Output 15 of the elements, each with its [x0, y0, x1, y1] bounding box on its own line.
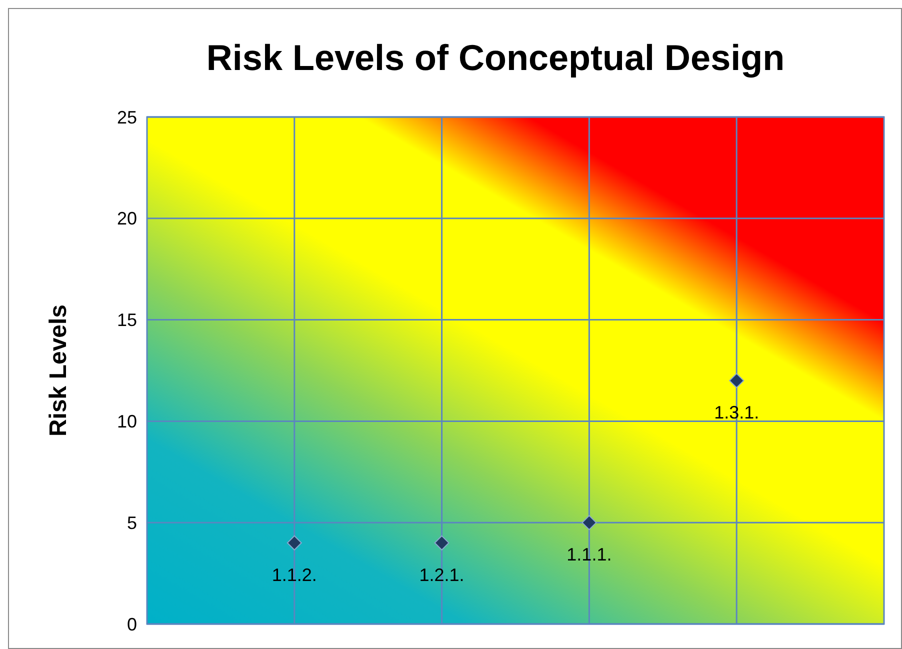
data-label: 1.1.2. [272, 564, 317, 585]
y-tick-label: 25 [116, 107, 137, 128]
point [729, 373, 744, 388]
y-tick-label: 10 [116, 412, 137, 432]
point [434, 535, 450, 550]
y-axis-title: Risk Levels [45, 304, 72, 437]
y-tick-label: 5 [126, 512, 137, 533]
point [286, 535, 302, 550]
y-tick-label: 15 [116, 310, 137, 330]
chart-title: Risk Levels of Conceptual Design [206, 37, 785, 78]
point [582, 515, 597, 530]
y-tick-label: 0 [126, 614, 137, 634]
y-tick-label: 20 [116, 208, 137, 229]
data-label: 1.2.1. [419, 564, 464, 585]
data-label: 1.1.1. [566, 544, 612, 565]
